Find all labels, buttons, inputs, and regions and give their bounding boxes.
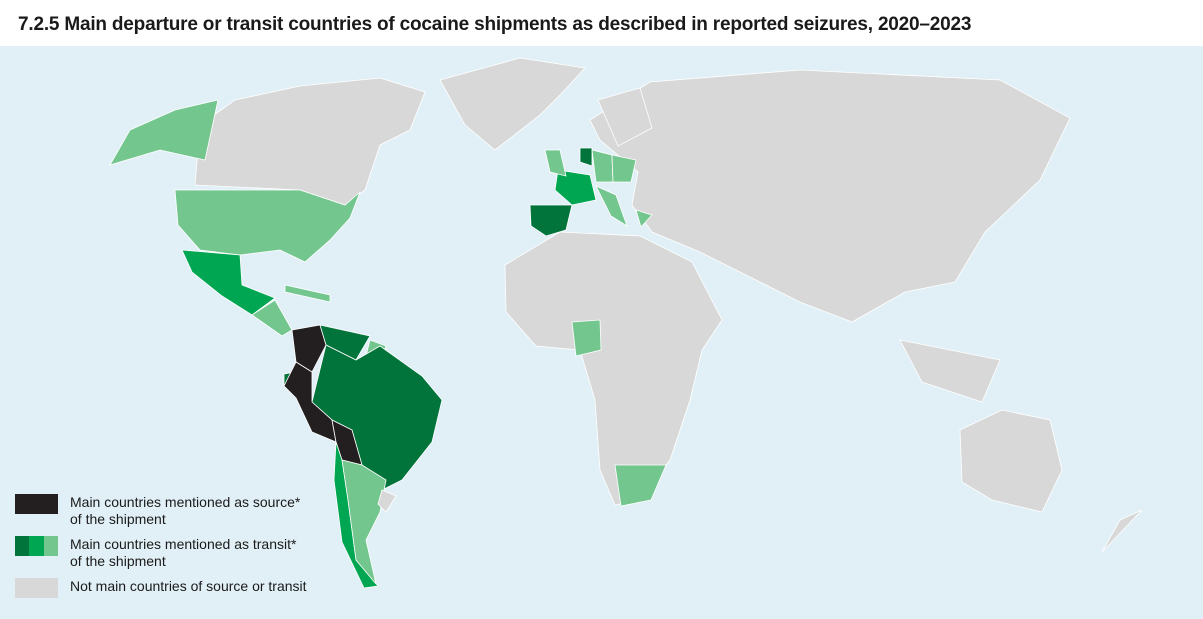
region-new-zealand xyxy=(1101,509,1143,553)
legend-label: Main countries mentioned as source* xyxy=(70,494,301,510)
region-nigeria xyxy=(571,319,602,357)
region-greenland xyxy=(439,57,586,151)
legend-swatch-transit xyxy=(15,536,58,556)
region-netherlands xyxy=(579,147,593,167)
region-uk xyxy=(544,149,567,177)
region-se-asia xyxy=(899,339,1001,403)
region-germany xyxy=(591,149,614,183)
region-scandinavia xyxy=(597,87,653,147)
map-canvas xyxy=(109,57,1143,589)
region-canada xyxy=(194,77,426,206)
region-africa xyxy=(504,231,723,506)
legend-label: Main countries mentioned as transit* xyxy=(70,536,297,552)
region-colombia xyxy=(291,324,327,373)
legend-item-other: Not main countries of source or transit xyxy=(15,578,307,598)
region-mexico xyxy=(181,249,276,316)
region-caribbean xyxy=(284,284,331,303)
region-poland xyxy=(611,154,637,183)
legend: Main countries mentioned as source* of th… xyxy=(15,494,307,606)
region-uruguay xyxy=(377,489,397,513)
legend-label: Not main countries of source or transit xyxy=(70,578,307,594)
legend-swatch-source xyxy=(15,494,58,514)
region-usa xyxy=(174,189,361,263)
legend-swatch-other xyxy=(15,578,58,598)
map-title: 7.2.5 Main departure or transit countrie… xyxy=(18,14,972,35)
region-eurasia xyxy=(589,69,1071,323)
region-south-africa xyxy=(614,464,667,507)
region-greece xyxy=(635,209,653,228)
region-argentina xyxy=(341,459,387,585)
region-brazil xyxy=(311,344,443,491)
region-italy xyxy=(595,185,628,227)
region-australia xyxy=(959,409,1063,513)
legend-item-source: Main countries mentioned as source* of th… xyxy=(15,494,307,528)
world-map xyxy=(0,46,1203,619)
legend-item-transit: Main countries mentioned as transit* of t… xyxy=(15,536,307,570)
legend-label: of the shipment xyxy=(70,511,166,527)
legend-label: of the shipment xyxy=(70,553,166,569)
region-spain xyxy=(529,204,573,237)
region-alaska xyxy=(109,99,219,166)
region-france xyxy=(554,169,597,206)
